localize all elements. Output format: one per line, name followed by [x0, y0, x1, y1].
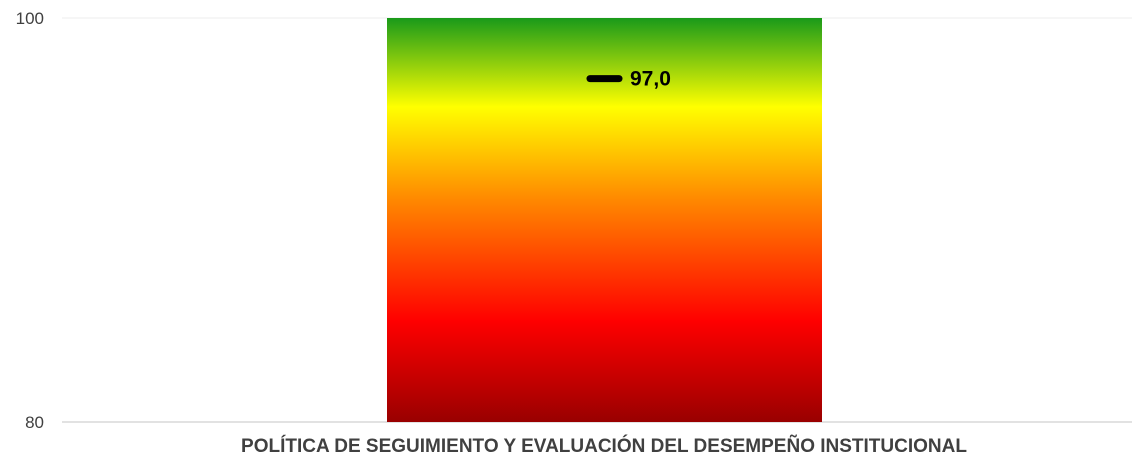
y-tick-label-bottom: 80: [25, 413, 44, 432]
value-label: 97,0: [630, 68, 671, 91]
category-label: POLÍTICA DE SEGUIMIENTO Y EVALUACIÓN DEL…: [241, 435, 967, 457]
gradient-bar: [387, 18, 822, 422]
y-tick-label-top: 100: [16, 9, 44, 28]
